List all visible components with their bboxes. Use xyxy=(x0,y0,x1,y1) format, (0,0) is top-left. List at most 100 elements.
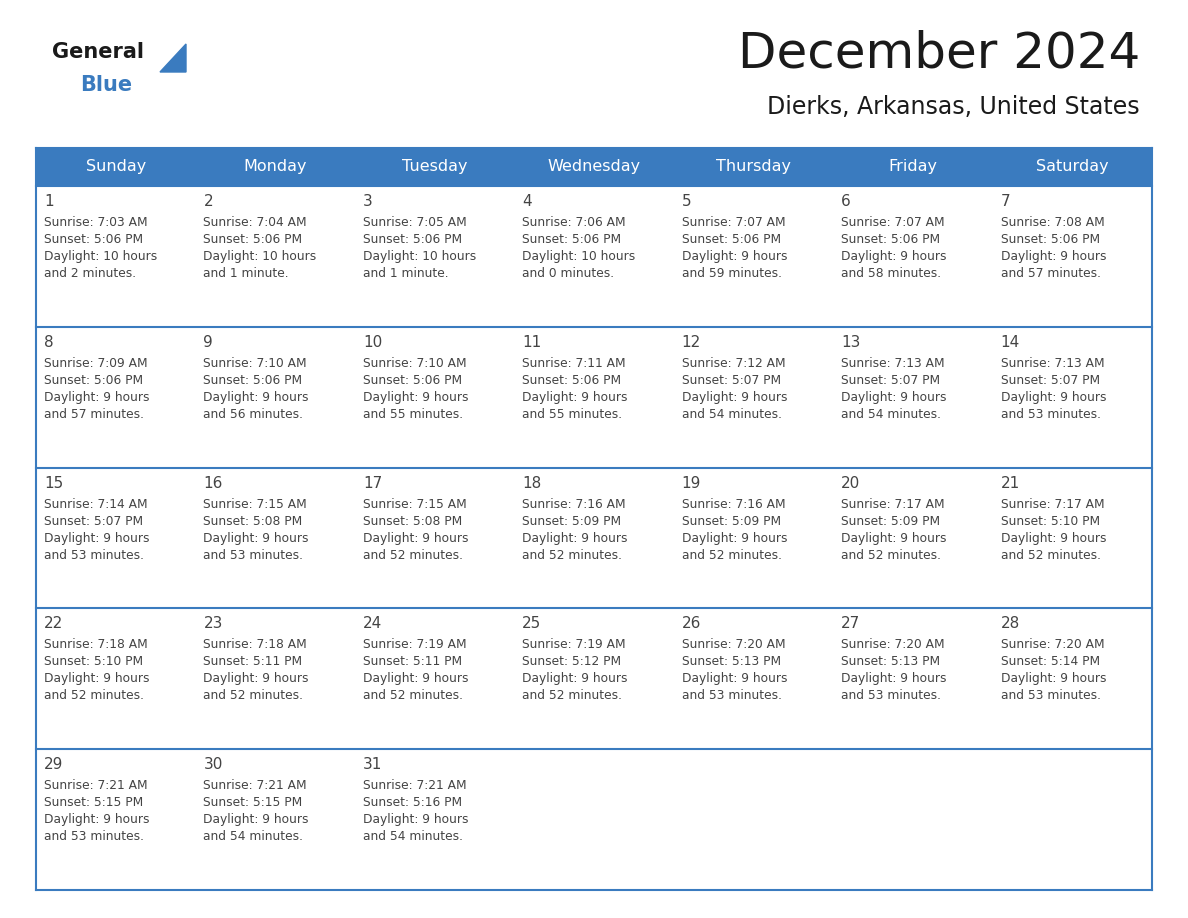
Text: 28: 28 xyxy=(1000,616,1019,632)
Text: 20: 20 xyxy=(841,476,860,490)
Text: and 52 minutes.: and 52 minutes. xyxy=(44,689,144,702)
Text: Daylight: 9 hours: Daylight: 9 hours xyxy=(362,532,468,544)
Text: 30: 30 xyxy=(203,757,223,772)
Text: Sunrise: 7:10 AM: Sunrise: 7:10 AM xyxy=(203,357,307,370)
Text: and 1 minute.: and 1 minute. xyxy=(362,267,449,280)
Text: Sunset: 5:06 PM: Sunset: 5:06 PM xyxy=(1000,233,1100,246)
Text: Sunrise: 7:07 AM: Sunrise: 7:07 AM xyxy=(682,216,785,229)
Text: Daylight: 10 hours: Daylight: 10 hours xyxy=(44,250,157,263)
Text: Sunrise: 7:20 AM: Sunrise: 7:20 AM xyxy=(682,638,785,652)
Text: Daylight: 9 hours: Daylight: 9 hours xyxy=(841,391,947,404)
Text: Sunset: 5:14 PM: Sunset: 5:14 PM xyxy=(1000,655,1100,668)
Text: Daylight: 10 hours: Daylight: 10 hours xyxy=(203,250,317,263)
Text: and 1 minute.: and 1 minute. xyxy=(203,267,289,280)
Text: Wednesday: Wednesday xyxy=(548,160,640,174)
Text: 4: 4 xyxy=(523,194,532,209)
Text: 26: 26 xyxy=(682,616,701,632)
Text: Daylight: 9 hours: Daylight: 9 hours xyxy=(523,532,627,544)
Text: Daylight: 9 hours: Daylight: 9 hours xyxy=(203,813,309,826)
Text: Daylight: 9 hours: Daylight: 9 hours xyxy=(44,813,150,826)
Text: Thursday: Thursday xyxy=(716,160,791,174)
Text: Sunset: 5:16 PM: Sunset: 5:16 PM xyxy=(362,796,462,809)
Text: Sunset: 5:07 PM: Sunset: 5:07 PM xyxy=(44,515,143,528)
Text: 10: 10 xyxy=(362,335,383,350)
Text: Sunset: 5:06 PM: Sunset: 5:06 PM xyxy=(523,233,621,246)
Text: Daylight: 9 hours: Daylight: 9 hours xyxy=(682,391,788,404)
Text: Sunset: 5:10 PM: Sunset: 5:10 PM xyxy=(1000,515,1100,528)
Text: Daylight: 9 hours: Daylight: 9 hours xyxy=(1000,250,1106,263)
Text: Sunrise: 7:10 AM: Sunrise: 7:10 AM xyxy=(362,357,467,370)
Text: 11: 11 xyxy=(523,335,542,350)
Text: 2: 2 xyxy=(203,194,213,209)
Text: and 52 minutes.: and 52 minutes. xyxy=(1000,549,1100,562)
Text: Sunset: 5:11 PM: Sunset: 5:11 PM xyxy=(362,655,462,668)
Text: Daylight: 9 hours: Daylight: 9 hours xyxy=(841,532,947,544)
Text: Sunrise: 7:11 AM: Sunrise: 7:11 AM xyxy=(523,357,626,370)
Text: and 55 minutes.: and 55 minutes. xyxy=(523,408,623,420)
Text: Sunrise: 7:19 AM: Sunrise: 7:19 AM xyxy=(523,638,626,652)
Bar xyxy=(36,749,1152,890)
Text: Sunrise: 7:20 AM: Sunrise: 7:20 AM xyxy=(1000,638,1104,652)
Text: 15: 15 xyxy=(44,476,63,490)
Text: 14: 14 xyxy=(1000,335,1019,350)
Text: and 54 minutes.: and 54 minutes. xyxy=(203,830,303,844)
Text: Daylight: 9 hours: Daylight: 9 hours xyxy=(1000,672,1106,686)
Text: and 0 minutes.: and 0 minutes. xyxy=(523,267,614,280)
Text: Sunset: 5:07 PM: Sunset: 5:07 PM xyxy=(841,374,940,386)
Text: Sunrise: 7:19 AM: Sunrise: 7:19 AM xyxy=(362,638,467,652)
Text: Daylight: 9 hours: Daylight: 9 hours xyxy=(362,672,468,686)
Text: and 52 minutes.: and 52 minutes. xyxy=(203,689,303,702)
Text: Saturday: Saturday xyxy=(1036,160,1108,174)
Text: Daylight: 9 hours: Daylight: 9 hours xyxy=(682,250,788,263)
Text: Daylight: 9 hours: Daylight: 9 hours xyxy=(1000,532,1106,544)
Text: Daylight: 9 hours: Daylight: 9 hours xyxy=(362,391,468,404)
Text: and 52 minutes.: and 52 minutes. xyxy=(362,689,463,702)
Text: Sunset: 5:06 PM: Sunset: 5:06 PM xyxy=(682,233,781,246)
Text: and 53 minutes.: and 53 minutes. xyxy=(203,549,303,562)
Text: and 53 minutes.: and 53 minutes. xyxy=(44,549,144,562)
Text: 25: 25 xyxy=(523,616,542,632)
Text: 21: 21 xyxy=(1000,476,1019,490)
Text: Sunset: 5:06 PM: Sunset: 5:06 PM xyxy=(203,374,303,386)
Text: Daylight: 9 hours: Daylight: 9 hours xyxy=(841,672,947,686)
Text: Sunset: 5:06 PM: Sunset: 5:06 PM xyxy=(362,374,462,386)
Text: Sunrise: 7:21 AM: Sunrise: 7:21 AM xyxy=(44,779,147,792)
Text: 16: 16 xyxy=(203,476,223,490)
Text: Sunset: 5:12 PM: Sunset: 5:12 PM xyxy=(523,655,621,668)
Text: Sunrise: 7:20 AM: Sunrise: 7:20 AM xyxy=(841,638,944,652)
Text: 6: 6 xyxy=(841,194,851,209)
Text: Sunset: 5:06 PM: Sunset: 5:06 PM xyxy=(203,233,303,246)
Text: Sunday: Sunday xyxy=(86,160,146,174)
Text: Daylight: 9 hours: Daylight: 9 hours xyxy=(841,250,947,263)
Text: 9: 9 xyxy=(203,335,213,350)
Text: Sunrise: 7:13 AM: Sunrise: 7:13 AM xyxy=(1000,357,1104,370)
Bar xyxy=(36,327,1152,467)
Text: 31: 31 xyxy=(362,757,383,772)
Text: and 56 minutes.: and 56 minutes. xyxy=(203,408,303,420)
Bar xyxy=(36,467,1152,609)
Text: Sunrise: 7:03 AM: Sunrise: 7:03 AM xyxy=(44,216,147,229)
Text: Sunset: 5:15 PM: Sunset: 5:15 PM xyxy=(203,796,303,809)
Text: Daylight: 9 hours: Daylight: 9 hours xyxy=(44,672,150,686)
Text: and 52 minutes.: and 52 minutes. xyxy=(682,549,782,562)
Text: and 54 minutes.: and 54 minutes. xyxy=(362,830,463,844)
Text: Sunrise: 7:12 AM: Sunrise: 7:12 AM xyxy=(682,357,785,370)
Text: Sunset: 5:11 PM: Sunset: 5:11 PM xyxy=(203,655,303,668)
Text: 5: 5 xyxy=(682,194,691,209)
Text: Sunset: 5:06 PM: Sunset: 5:06 PM xyxy=(523,374,621,386)
Text: 7: 7 xyxy=(1000,194,1010,209)
Text: 19: 19 xyxy=(682,476,701,490)
Text: Sunset: 5:07 PM: Sunset: 5:07 PM xyxy=(1000,374,1100,386)
Text: and 52 minutes.: and 52 minutes. xyxy=(523,689,623,702)
Text: Sunset: 5:08 PM: Sunset: 5:08 PM xyxy=(203,515,303,528)
Bar xyxy=(36,148,1152,186)
Text: Tuesday: Tuesday xyxy=(402,160,467,174)
Text: Monday: Monday xyxy=(244,160,307,174)
Text: Daylight: 10 hours: Daylight: 10 hours xyxy=(362,250,476,263)
Text: Sunrise: 7:09 AM: Sunrise: 7:09 AM xyxy=(44,357,147,370)
Text: 22: 22 xyxy=(44,616,63,632)
Text: Sunset: 5:08 PM: Sunset: 5:08 PM xyxy=(362,515,462,528)
Text: Daylight: 9 hours: Daylight: 9 hours xyxy=(203,391,309,404)
Text: 3: 3 xyxy=(362,194,373,209)
Text: Sunrise: 7:18 AM: Sunrise: 7:18 AM xyxy=(44,638,147,652)
